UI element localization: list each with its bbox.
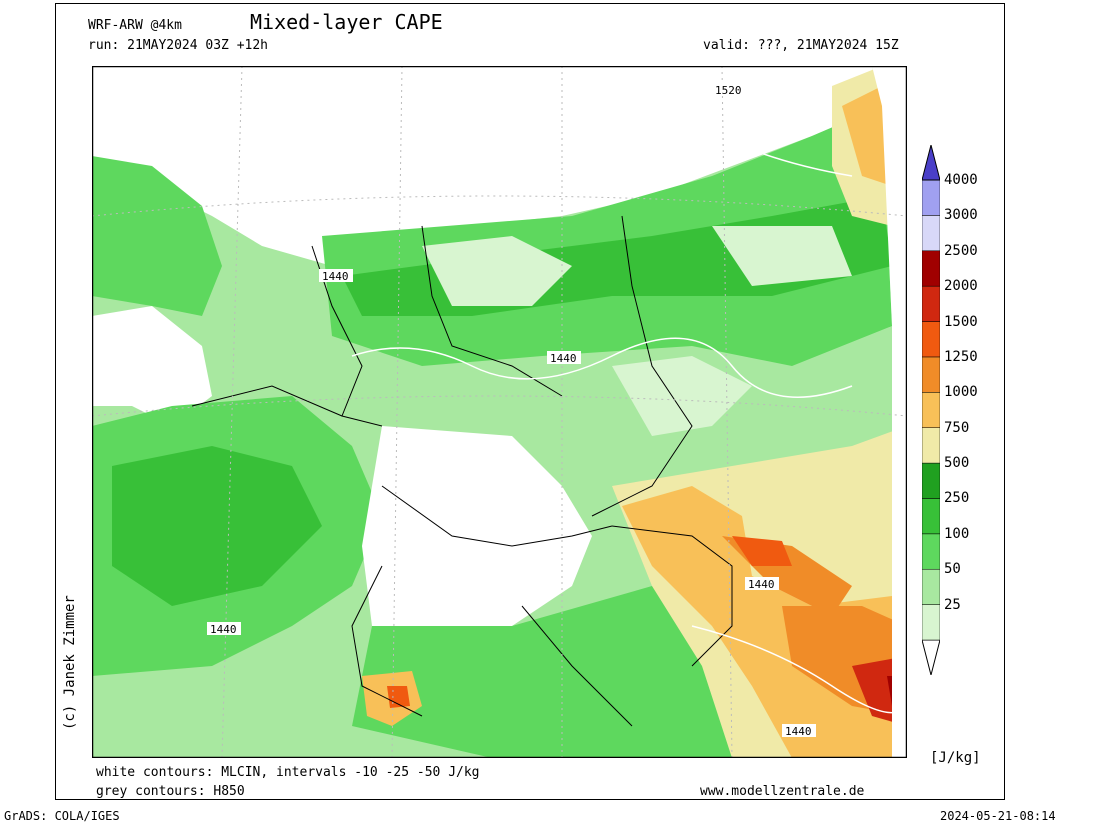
colorbar-tick-label: 250 xyxy=(944,490,970,507)
north-sea-nodata xyxy=(92,66,882,266)
colorbar-tick-label: 1000 xyxy=(944,384,978,401)
valid-label: valid: ???, 21MAY2024 15Z xyxy=(703,38,899,53)
central-light-patch xyxy=(422,236,572,306)
h850-label: 1440 xyxy=(748,578,775,591)
site-link[interactable]: www.modellzentrale.de xyxy=(700,784,865,799)
colorbar-top-arrow xyxy=(922,145,940,181)
domain-edge xyxy=(872,66,907,758)
colorbar-box xyxy=(922,321,940,358)
colorbar-tick-label: 2500 xyxy=(944,242,978,259)
graticule xyxy=(92,66,907,758)
h850-label: 1440 xyxy=(550,352,577,365)
colorbar-box xyxy=(922,427,940,464)
colorbar-tick-label: 25 xyxy=(944,596,961,613)
central-nodata xyxy=(362,426,592,656)
colorbar-box xyxy=(922,498,940,535)
hungary-red xyxy=(732,536,792,566)
units-label: [J/kg] xyxy=(930,750,981,766)
colorbar-box xyxy=(922,533,940,570)
colorbar xyxy=(922,145,940,675)
colorbar-box xyxy=(922,215,940,252)
mlcin-legend: white contours: MLCIN, intervals -10 -25… xyxy=(96,765,480,780)
h850-label: 1440 xyxy=(322,270,349,283)
cape-map[interactable]: 1520 1440 1440 1440 1440 1440 xyxy=(92,66,907,758)
colorbar-bottom-arrow xyxy=(922,639,940,675)
colorbar-tick-label: 500 xyxy=(944,455,970,472)
timestamp-label: 2024-05-21-08:14 xyxy=(940,809,1056,823)
h850-label: 1440 xyxy=(210,623,237,636)
colorbar-tick-label: 100 xyxy=(944,525,970,542)
colorbar-box xyxy=(922,604,940,641)
country-borders xyxy=(191,215,733,727)
run-label: run: 21MAY2024 03Z +12h xyxy=(88,38,269,53)
colorbar-box xyxy=(922,392,940,428)
colorbar-box xyxy=(922,462,940,499)
czech-light xyxy=(612,356,752,436)
model-label: WRF-ARW @4km xyxy=(88,18,182,33)
credit-label: (c) Janek Zimmer xyxy=(62,595,78,730)
france-dark-green xyxy=(112,446,322,606)
colorbar-tick-label: 1500 xyxy=(944,313,978,330)
colorbar-tick-label: 1250 xyxy=(944,348,978,365)
colorbar-box xyxy=(922,568,940,605)
map-border xyxy=(92,66,907,758)
chart-title: Mixed-layer CAPE xyxy=(250,10,443,34)
east-light-patch xyxy=(712,226,852,286)
h850-label: 1520 xyxy=(715,84,742,97)
colorbar-box xyxy=(922,356,940,393)
colorbar-tick-label: 2000 xyxy=(944,278,978,295)
colorbar-tick-label: 50 xyxy=(944,561,961,578)
east-orange xyxy=(842,86,892,186)
mlcin-contours xyxy=(351,145,907,714)
colorbar-box xyxy=(922,179,940,216)
colorbar-box xyxy=(922,285,940,322)
uk-green xyxy=(92,156,222,316)
grads-label: GrADS: COLA/IGES xyxy=(4,809,120,823)
colorbar-tick-label: 4000 xyxy=(944,172,978,188)
colorbar-tick-label: 750 xyxy=(944,419,970,436)
colorbar-tick-label: 3000 xyxy=(944,207,978,224)
plot-frame xyxy=(55,3,1005,800)
h850-legend: grey contours: H850 xyxy=(96,784,245,799)
h850-label: 1440 xyxy=(785,725,812,738)
west-nodata xyxy=(92,306,212,426)
h850-labels: 1520 1440 1440 1440 1440 1440 xyxy=(207,83,816,738)
colorbar-box xyxy=(922,250,940,287)
